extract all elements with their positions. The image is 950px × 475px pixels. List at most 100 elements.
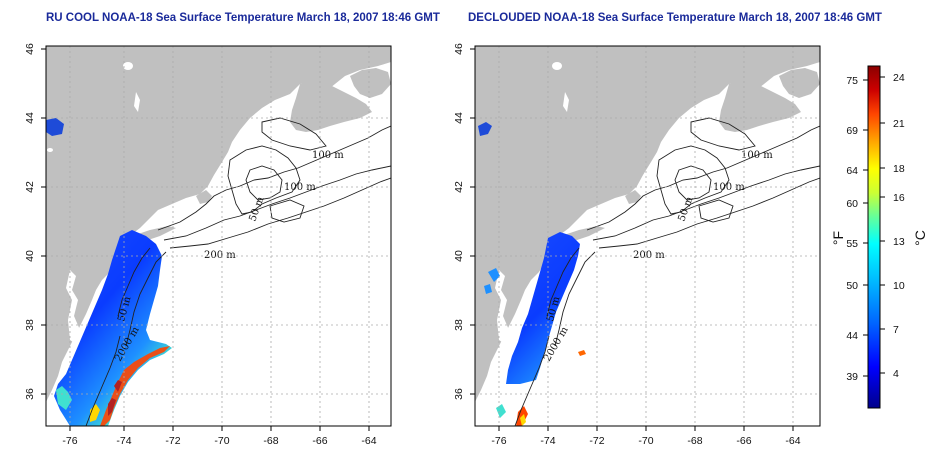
lon-tick-labels: -76 -74 -72 -70 -68 -66 -64 (62, 435, 376, 447)
colorbar: 75 69 64 60 55 50 44 39 24 21 18 16 13 1… (830, 65, 928, 409)
lon-tick-label: -76 (62, 435, 77, 447)
cape-cod (196, 190, 212, 204)
lon-tick-label: -72 (589, 435, 604, 447)
lat-tick-label: 40 (24, 250, 36, 262)
celsius-tick-labels: 24 21 18 16 13 10 7 4 (893, 72, 905, 380)
fahrenheit-tick-label: 60 (846, 198, 858, 210)
nova-scotia (719, 80, 801, 132)
right-map-panel: 100 m 100 m 50 m 200 m 50 m 2000 m (453, 43, 821, 447)
sst-south-yellow (520, 414, 526, 426)
lat-tick-label: 36 (24, 388, 36, 400)
left-map-panel: 100 m 100 m 50 m 200 m 50 m 2000 m (24, 43, 392, 447)
lake-ontario (478, 122, 492, 136)
fahrenheit-tick-labels: 75 69 64 60 55 50 44 39 (846, 75, 858, 383)
lat-tick-label: 44 (453, 112, 465, 124)
lat-tick-label: 36 (453, 388, 465, 400)
fahrenheit-tick-label: 64 (846, 165, 858, 177)
celsius-unit-label: °C (912, 230, 928, 246)
lon-tick-label: -72 (165, 435, 180, 447)
lat-tick-label: 38 (24, 319, 36, 331)
contour-label: 100 m (284, 182, 316, 193)
fahrenheit-tick-label: 75 (846, 75, 858, 87)
lake-ontario (46, 118, 64, 136)
coastal-cyan (56, 386, 72, 410)
colorbar-ticks (863, 76, 885, 377)
cape-breton (350, 68, 391, 98)
right-map-frame (474, 45, 821, 427)
lake (47, 148, 53, 152)
lon-tick-label: -76 (491, 435, 506, 447)
fahrenheit-tick-label: 69 (846, 125, 858, 137)
celsius-tick-label: 10 (893, 280, 905, 292)
gulf-stream-hot (108, 380, 122, 416)
contour-label: 100 m (312, 150, 344, 161)
nova-scotia (290, 80, 372, 132)
lake (563, 92, 569, 112)
celsius-tick-label: 13 (893, 236, 905, 248)
lat-tick-label: 38 (453, 319, 465, 331)
left-panel-title: RU COOL NOAA-18 Sea Surface Temperature … (46, 12, 440, 24)
cape-breton (779, 68, 820, 98)
sst-south (496, 404, 506, 418)
lake (123, 62, 133, 70)
fahrenheit-tick-label: 50 (846, 280, 858, 292)
fahrenheit-unit-label: °F (830, 231, 846, 245)
lon-tick-label: -64 (785, 435, 800, 447)
lon-tick-label: -68 (263, 435, 278, 447)
celsius-tick-label: 7 (893, 324, 899, 336)
contour-label: 100 m (741, 150, 773, 161)
sst-warm-fragment (578, 350, 586, 356)
sst-field (506, 232, 580, 384)
contour-label: 50 m (676, 195, 695, 223)
celsius-tick-label: 21 (893, 118, 905, 130)
lat-tick-label: 44 (24, 112, 36, 124)
lon-tick-labels: -76 -74 -72 -70 -68 -66 -64 (491, 435, 800, 447)
celsius-tick-label: 4 (893, 368, 899, 380)
lat-tick-label: 40 (453, 250, 465, 262)
lat-tick-labels: 36 38 40 42 44 46 (453, 43, 465, 400)
lat-tick-label: 46 (453, 43, 465, 55)
bathymetry-contours (85, 117, 391, 426)
lon-tick-label: -74 (540, 435, 555, 447)
lat-tick-label: 42 (24, 181, 36, 193)
left-map-frame (45, 45, 392, 427)
fahrenheit-tick-label: 44 (846, 330, 858, 342)
axis-ticks (470, 48, 794, 431)
celsius-tick-label: 24 (893, 72, 905, 84)
graticule (46, 46, 391, 426)
contour-label: 200 m (204, 250, 236, 261)
fahrenheit-tick-label: 55 (846, 238, 858, 250)
celsius-tick-label: 18 (893, 163, 905, 175)
cape-cod (625, 190, 641, 204)
lon-tick-label: -66 (736, 435, 751, 447)
lon-tick-label: -74 (116, 435, 131, 447)
celsius-tick-label: 16 (893, 192, 905, 204)
lon-tick-label: -66 (312, 435, 327, 447)
lat-tick-label: 42 (453, 181, 465, 193)
lon-tick-label: -70 (214, 435, 229, 447)
lon-tick-label: -70 (638, 435, 653, 447)
land-mass (46, 46, 391, 402)
contour-label: 100 m (713, 182, 745, 193)
fahrenheit-tick-label: 39 (846, 371, 858, 383)
graticule (475, 46, 820, 426)
lake (134, 92, 140, 112)
axis-ticks (41, 48, 370, 431)
contour-label: 50 m (247, 195, 266, 223)
lon-tick-label: -68 (687, 435, 702, 447)
contour-label: 200 m (633, 250, 665, 261)
lat-tick-labels: 36 38 40 42 44 46 (24, 43, 36, 400)
bathymetry-contours (514, 117, 820, 426)
chesapeake-bay (495, 270, 509, 344)
lat-tick-label: 46 (24, 43, 36, 55)
gulf-stream-warm (100, 346, 170, 426)
sst-speckle (484, 268, 500, 294)
land-mass (475, 46, 820, 402)
colorbar-gradient (867, 65, 881, 409)
lon-tick-label: -64 (361, 435, 376, 447)
lake (552, 62, 562, 70)
chesapeake-bay (66, 270, 80, 344)
right-panel-title: DECLOUDED NOAA-18 Sea Surface Temperatur… (468, 12, 882, 24)
sst-field (54, 230, 172, 426)
